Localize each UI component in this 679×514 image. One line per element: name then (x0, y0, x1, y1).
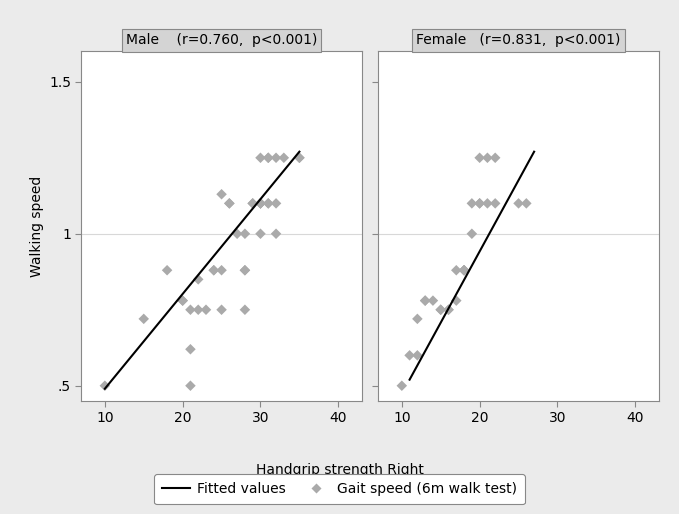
Title: Male    (r=0.760,  p<0.001): Male (r=0.760, p<0.001) (126, 33, 317, 47)
Point (474, 154, 485, 162)
Point (185, 381, 196, 390)
Point (263, 154, 274, 162)
Point (263, 154, 274, 162)
Point (474, 199, 485, 208)
Point (451, 266, 462, 274)
Point (271, 230, 282, 238)
Point (263, 199, 274, 208)
Point (420, 297, 430, 305)
Point (466, 199, 477, 208)
Point (294, 154, 305, 162)
Point (255, 199, 266, 208)
Point (458, 266, 469, 274)
Point (466, 230, 477, 238)
Point (435, 306, 446, 314)
Point (482, 199, 493, 208)
Point (482, 154, 493, 162)
Point (513, 199, 524, 208)
Legend: Fitted values, Gait speed (6m walk test): Fitted values, Gait speed (6m walk test) (153, 474, 526, 504)
Point (294, 154, 305, 162)
Y-axis label: Walking speed: Walking speed (29, 176, 43, 277)
Point (247, 199, 258, 208)
Point (443, 306, 454, 314)
Point (458, 266, 469, 274)
Point (240, 266, 251, 274)
Point (240, 306, 251, 314)
Point (404, 351, 415, 359)
Point (435, 306, 446, 314)
Point (412, 315, 423, 323)
Point (208, 266, 219, 274)
Point (240, 266, 251, 274)
Point (451, 297, 462, 305)
Point (255, 154, 266, 162)
Point (99, 381, 110, 390)
Point (521, 199, 532, 208)
Point (139, 315, 149, 323)
Point (216, 190, 227, 198)
Point (247, 199, 258, 208)
Point (458, 266, 469, 274)
Point (271, 154, 282, 162)
Point (200, 306, 211, 314)
Point (428, 297, 439, 305)
Point (263, 199, 274, 208)
Point (420, 297, 430, 305)
Point (216, 306, 227, 314)
Point (193, 306, 204, 314)
Point (490, 199, 500, 208)
Point (208, 266, 219, 274)
Point (255, 199, 266, 208)
Point (474, 199, 485, 208)
Text: Handgrip strength Right: Handgrip strength Right (255, 463, 424, 478)
Point (185, 306, 196, 314)
Point (255, 230, 266, 238)
Point (412, 351, 423, 359)
Point (224, 199, 235, 208)
Point (458, 266, 469, 274)
Point (232, 230, 242, 238)
Point (177, 297, 188, 305)
Point (185, 345, 196, 353)
Point (216, 266, 227, 274)
Point (255, 199, 266, 208)
Point (443, 306, 454, 314)
Point (278, 154, 289, 162)
Title: Female   (r=0.831,  p<0.001): Female (r=0.831, p<0.001) (416, 33, 621, 47)
Point (240, 230, 251, 238)
Point (177, 297, 188, 305)
Point (490, 154, 500, 162)
Point (397, 381, 407, 390)
Point (193, 275, 204, 283)
Point (271, 199, 282, 208)
Point (224, 199, 235, 208)
Point (162, 266, 172, 274)
Point (255, 199, 266, 208)
